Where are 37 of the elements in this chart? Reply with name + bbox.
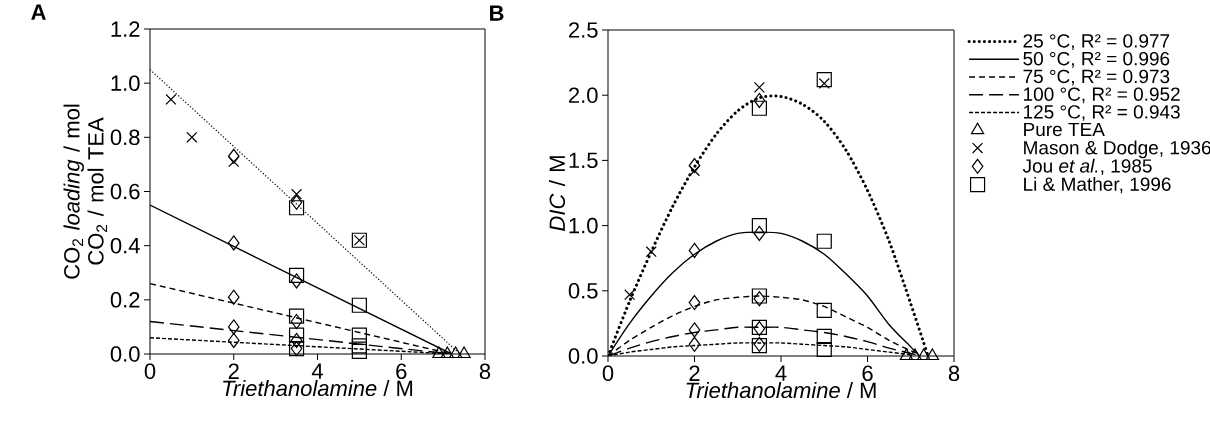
x-axis-title: Triethanolamine / M bbox=[686, 381, 876, 399]
y-tick-label: 0.2 bbox=[110, 292, 140, 308]
legend-label: 100 °C, R² = 0.952 bbox=[1024, 87, 1180, 104]
legend-label: 50 °C, R² = 0.996 bbox=[1023, 51, 1170, 68]
y-axis-title: DIC / M bbox=[548, 156, 566, 231]
y-tick-label: 1.0 bbox=[569, 217, 598, 234]
y-tick-label: 2.0 bbox=[569, 87, 598, 103]
x-tick-label: 0 bbox=[144, 363, 156, 380]
chart-title: A bbox=[31, 4, 46, 20]
legend-label: Mason & Dodge, 1936 bbox=[1024, 140, 1210, 159]
y-tick-label: 0.4 bbox=[110, 237, 140, 254]
legend-label: Jou et al., 1985 bbox=[1022, 158, 1152, 175]
y-tick-label: 1.2 bbox=[111, 21, 140, 37]
x-tick-label: 4 bbox=[775, 365, 787, 381]
x-axis-title: Triethanolamine / M bbox=[223, 379, 413, 397]
legend-label: 25 °C, R² = 0.977 bbox=[1023, 34, 1170, 50]
y-tick-label: 0.0 bbox=[110, 346, 140, 362]
x-tick-label: 2 bbox=[228, 363, 239, 379]
legend-label: Pure TEA bbox=[1024, 122, 1105, 137]
x-tick-label: 0 bbox=[602, 365, 614, 382]
y-tick-label: 0.8 bbox=[110, 129, 140, 146]
x-tick-label: 2 bbox=[689, 365, 700, 381]
x-tick-label: 8 bbox=[948, 365, 960, 382]
x-tick-label: 6 bbox=[396, 363, 407, 380]
legend-label: 125 °C, R² = 0.943 bbox=[1024, 105, 1180, 121]
y-tick-label: 0.0 bbox=[568, 348, 598, 364]
y-tick-label: 2.5 bbox=[569, 22, 598, 38]
legend-label: 75 °C, R² = 0.973 bbox=[1023, 69, 1170, 86]
y-tick-label: 1.5 bbox=[569, 152, 598, 169]
chart-title: B bbox=[490, 5, 504, 21]
legend-label: Li & Mather, 1996 bbox=[1024, 176, 1171, 194]
y-tick-label: 1.0 bbox=[111, 75, 140, 91]
y-tick-label: 0.5 bbox=[568, 283, 598, 299]
x-tick-label: 8 bbox=[479, 363, 491, 380]
x-tick-label: 6 bbox=[862, 365, 873, 382]
y-tick-label: 0.6 bbox=[110, 183, 140, 200]
x-tick-label: 4 bbox=[311, 363, 323, 379]
